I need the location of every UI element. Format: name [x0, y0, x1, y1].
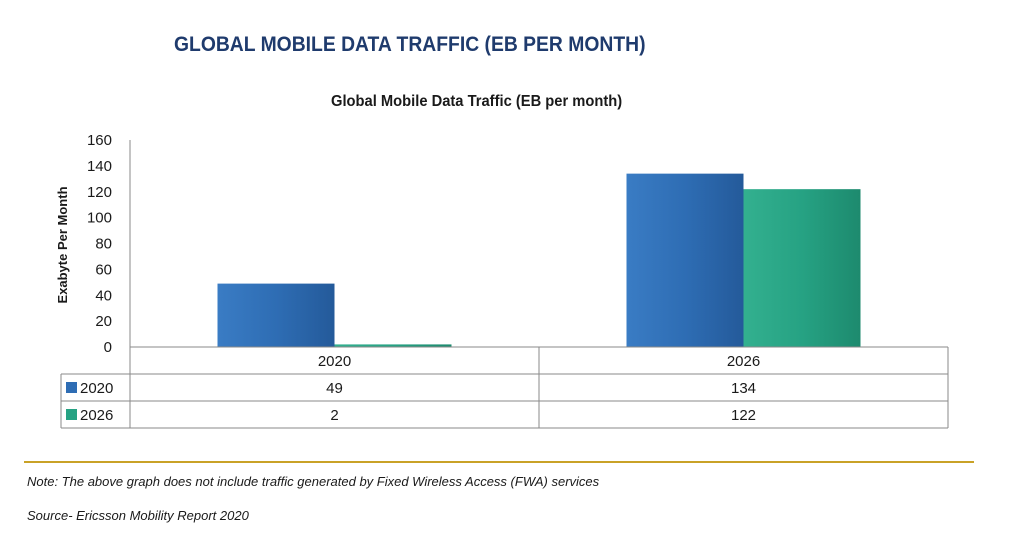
legend-label: 2020: [80, 380, 113, 397]
data-table-value: 122: [731, 407, 756, 424]
y-tick-label: 40: [95, 287, 112, 304]
footnote: Note: The above graph does not include t…: [27, 474, 600, 489]
data-table-value: 49: [326, 380, 343, 397]
bar-2026-2026: [743, 189, 861, 347]
data-table-value: 2: [330, 407, 338, 424]
y-tick-label: 100: [87, 210, 112, 227]
x-category-label: 2020: [318, 353, 351, 370]
bar-2020-2026: [626, 173, 744, 347]
y-tick-label: 80: [95, 236, 112, 253]
y-tick-label: 60: [95, 261, 112, 278]
divider: [24, 461, 974, 463]
page-title: GLOBAL MOBILE DATA TRAFFIC (EB PER MONTH…: [174, 33, 646, 56]
y-axis-title: Exabyte Per Month: [55, 186, 70, 303]
y-tick-label: 20: [95, 313, 112, 330]
legend-swatch: [66, 409, 77, 420]
bar-chart: 0 20 40 60 80 100 120 140 160 2020 2026 2020 49 134 2…: [55, 132, 949, 429]
y-tick-label: 140: [87, 158, 112, 175]
y-tick-label: 160: [87, 132, 112, 149]
chart-title: Global Mobile Data Traffic (EB per month…: [331, 93, 623, 110]
data-table-value: 134: [731, 380, 756, 397]
legend-label: 2026: [80, 407, 113, 424]
y-tick-label: 120: [87, 184, 112, 201]
x-category-label: 2026: [727, 353, 760, 370]
source-note: Source- Ericsson Mobility Report 2020: [27, 508, 249, 523]
y-tick-label: 0: [104, 339, 112, 356]
legend-swatch: [66, 382, 77, 393]
bar-2020-2020: [217, 283, 335, 347]
bar-2026-2020: [334, 344, 452, 347]
